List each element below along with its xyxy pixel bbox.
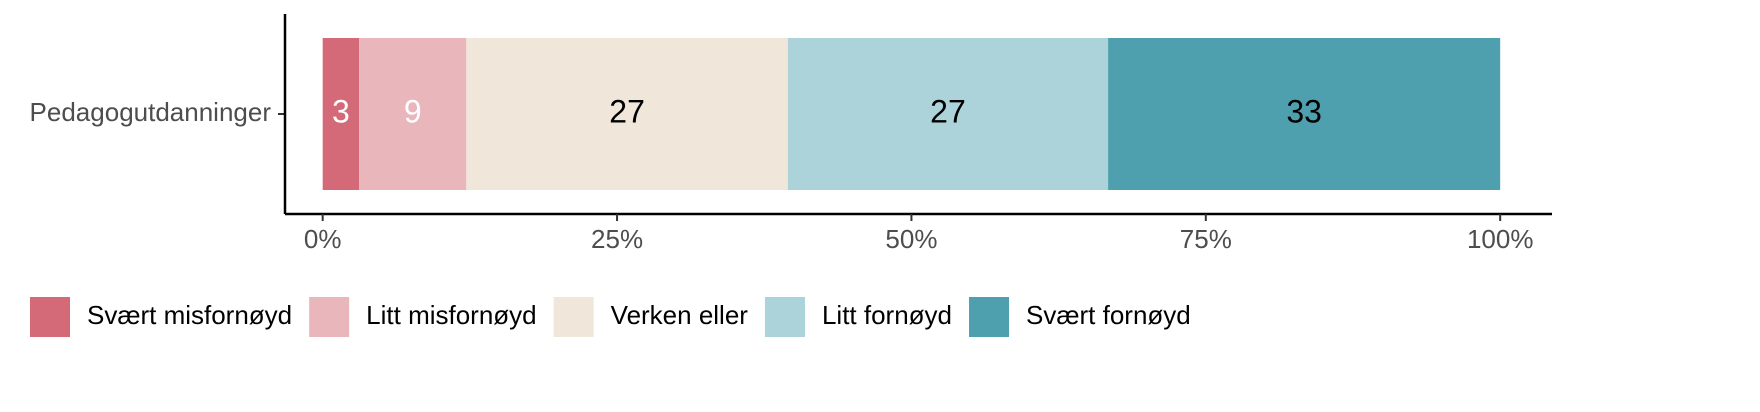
legend-label: Litt fornøyd bbox=[822, 300, 952, 330]
legend-swatch bbox=[553, 297, 594, 337]
x-tick-label: 75% bbox=[1180, 224, 1232, 254]
x-tick-label: 100% bbox=[1467, 224, 1534, 254]
legend-label: Svært misfornøyd bbox=[87, 300, 292, 330]
data-label: 33 bbox=[1286, 93, 1322, 129]
data-label: 27 bbox=[930, 93, 966, 129]
legend-label: Verken eller bbox=[611, 300, 749, 330]
legend-label: Svært fornøyd bbox=[1026, 300, 1191, 330]
y-tick-label: Pedagogutdanninger bbox=[30, 97, 272, 127]
bar-segment bbox=[787, 38, 1109, 190]
legend-swatch bbox=[309, 297, 350, 337]
x-tick-label: 25% bbox=[591, 224, 643, 254]
data-label: 3 bbox=[332, 93, 350, 129]
legend-swatch bbox=[969, 297, 1010, 337]
x-tick-label: 0% bbox=[304, 224, 342, 254]
data-label: 9 bbox=[404, 93, 422, 129]
bar-segment bbox=[322, 38, 360, 190]
legend-swatch bbox=[764, 297, 805, 337]
data-label: 27 bbox=[609, 93, 645, 129]
bar-segment bbox=[1108, 38, 1501, 190]
legend-swatch bbox=[30, 297, 70, 337]
legend-label: Litt misfornøyd bbox=[366, 300, 537, 330]
bar-segment bbox=[466, 38, 788, 190]
bar-segment bbox=[359, 38, 467, 190]
x-tick-label: 50% bbox=[885, 224, 937, 254]
